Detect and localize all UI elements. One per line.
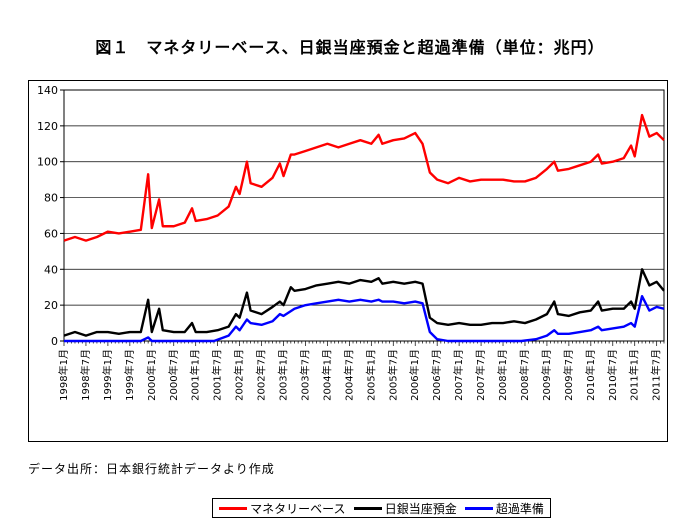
series-line-2	[63, 268, 665, 337]
x-tick-label: 2000年1月	[145, 349, 158, 401]
x-tick-label: 1999年1月	[101, 349, 114, 401]
x-tick-label: 2003年7月	[298, 349, 311, 401]
x-tick-label: 1998年1月	[57, 349, 70, 401]
series-line-3	[64, 294, 665, 343]
y-tick-label: 20	[44, 299, 58, 312]
x-tick-label: 2001年7月	[211, 349, 224, 401]
x-tick-label: 2002年1月	[233, 349, 246, 401]
legend-swatch-3	[464, 506, 493, 510]
plot-svg: 0 20 40 60 80 100 120 140 1998年1月 1998年7月 1999年1月 1…	[37, 84, 665, 401]
x-tick-label: 2004年1月	[320, 349, 333, 401]
legend-item-3: 超過準備	[464, 500, 544, 517]
chart-area: 0 20 40 60 80 100 120 140 1998年1月 1998年7月 1999年1月 1…	[28, 80, 668, 518]
x-tick-label: 2000年7月	[167, 349, 180, 401]
legend-swatch-2	[353, 506, 382, 510]
x-tick-label: 2006年7月	[430, 349, 443, 401]
x-tick-label: 2008年1月	[496, 349, 509, 401]
legend-item-1: マネタリーベース	[219, 500, 346, 517]
source-note: データ出所：日本銀行統計データより作成	[28, 462, 275, 476]
legend-swatch-1	[219, 506, 248, 510]
legend: マネタリーベース 日銀当座預金 超過準備	[212, 498, 551, 518]
x-tick-label: 2007年1月	[452, 349, 465, 401]
legend-label-1: マネタリーベース	[250, 501, 346, 516]
legend-label-2: 日銀当座預金	[384, 501, 457, 516]
x-tick-label: 2002年7月	[255, 349, 268, 401]
legend-label-3: 超過準備	[495, 501, 544, 516]
x-tick-label: 2005年1月	[364, 349, 377, 401]
x-tick-label: 2011年7月	[650, 349, 663, 401]
x-tick-label: 2003年1月	[277, 349, 290, 401]
x-tick-label: 1998年7月	[79, 349, 92, 401]
y-tick-label: 80	[44, 192, 58, 205]
x-tick-label: 2008年7月	[518, 349, 531, 401]
x-tick-label: 2005年7月	[386, 349, 399, 401]
x-tick-label: 2010年1月	[584, 349, 597, 401]
legend-item-2: 日銀当座預金	[353, 500, 457, 517]
x-tick-label: 2009年1月	[540, 349, 553, 401]
x-tick-label: 2007年7月	[474, 349, 487, 401]
x-tick-label: 2001年1月	[189, 349, 202, 401]
y-tick-label: 0	[51, 335, 58, 348]
x-tick-label: 2011年1月	[628, 349, 641, 401]
series-line-1	[63, 113, 665, 242]
y-tick-label: 60	[44, 227, 58, 240]
chart-title: 図１ マネタリーベース、日銀当座預金と超過準備（単位：兆円）	[95, 38, 605, 57]
y-tick-label: 100	[37, 156, 58, 169]
x-tick-label: 2010年7月	[606, 349, 619, 401]
y-tick-label: 140	[37, 84, 58, 97]
x-tick-label: 2009年7月	[562, 349, 575, 401]
x-tick-label: 2006年1月	[408, 349, 421, 401]
x-tick-label: 1999年7月	[123, 349, 136, 401]
x-tick-label: 2004年7月	[342, 349, 355, 401]
y-tick-label: 120	[37, 120, 58, 133]
y-tick-label: 40	[44, 263, 58, 276]
